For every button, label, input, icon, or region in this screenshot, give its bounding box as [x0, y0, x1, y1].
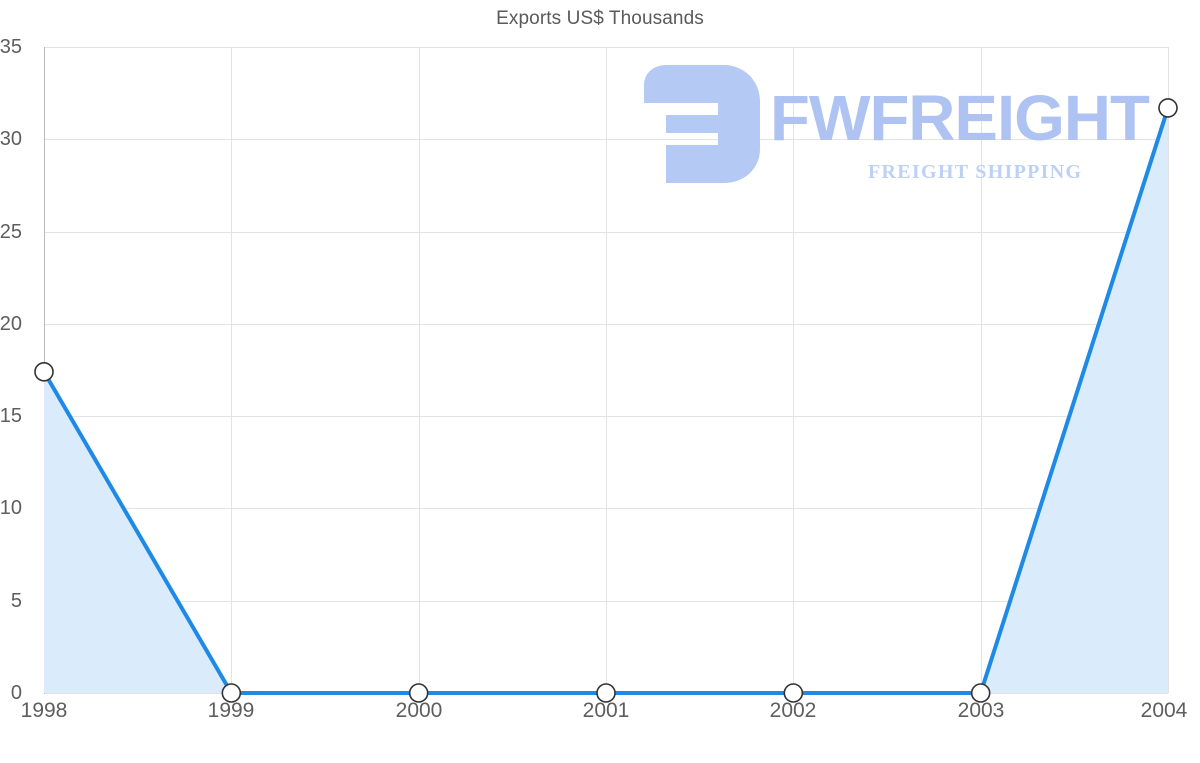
x-tick-label: 1999: [207, 699, 255, 722]
plot-area: [44, 47, 1169, 694]
gridline-vertical: [981, 47, 982, 693]
x-tick-label: 2003: [957, 699, 1005, 722]
x-tick-label: 2000: [395, 699, 443, 722]
gridline-vertical: [231, 47, 232, 693]
y-tick-label: 35: [0, 36, 22, 58]
x-tick-label: 2002: [769, 699, 817, 722]
y-tick-label: 20: [0, 313, 22, 335]
y-tick-label: 25: [0, 221, 22, 243]
y-tick-label: 5: [10, 590, 22, 612]
gridline-vertical: [419, 47, 420, 693]
gridline-horizontal: [44, 693, 1168, 694]
y-tick-label: 30: [0, 128, 22, 150]
gridline-vertical: [793, 47, 794, 693]
y-tick-label: 0: [10, 682, 22, 704]
gridline-vertical: [1168, 47, 1169, 693]
y-tick-label: 15: [0, 405, 22, 427]
y-tick-label: 10: [0, 497, 22, 519]
x-tick-label: 2001: [582, 699, 630, 722]
x-tick-label: 1998: [20, 699, 68, 722]
x-tick-label: 2004: [1140, 699, 1188, 722]
y-axis-line: [44, 47, 45, 694]
chart-title: Exports US$ Thousands: [496, 8, 704, 29]
gridline-vertical: [606, 47, 607, 693]
